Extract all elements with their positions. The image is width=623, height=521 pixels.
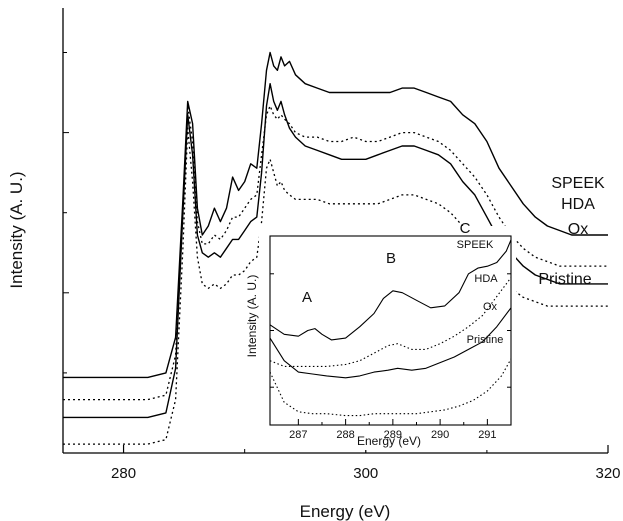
inset-peak-label-b: B: [386, 250, 396, 267]
main-series-hda-line: [63, 105, 608, 401]
inset-label-ox: Ox: [483, 301, 498, 313]
inset-y-axis-title: Intensity (A. U.): [245, 275, 259, 358]
main-y-axis-title: Intensity (A. U.): [7, 171, 26, 288]
main-plot-frame: [62, 8, 608, 454]
main-series-pristine-line: [63, 127, 608, 445]
inset-series-ox-line: [269, 307, 512, 379]
inset-label-speek: SPEEK: [457, 239, 494, 251]
inset-x-tick-label: 288: [336, 429, 354, 441]
inset-series-hda-line: [269, 277, 512, 367]
main-x-tick-label: 280: [111, 465, 136, 482]
inset-peak-label-a: A: [302, 289, 312, 306]
inset-background: [259, 226, 516, 450]
main-x-axis-title: Energy (eV): [300, 502, 391, 521]
main-label-hda: HDA: [561, 196, 595, 213]
main-curve-labels: SPEEK HDA Ox Pristine: [538, 175, 605, 288]
inset-label-hda: HDA: [474, 273, 498, 285]
inset-x-tick-label: 289: [384, 429, 402, 441]
inset-panel: [259, 226, 516, 450]
inset-label-pristine: Pristine: [467, 334, 504, 346]
inset-x-tick-label: 291: [478, 429, 496, 441]
inset-ticks: 287 288 289 290 291: [270, 273, 511, 441]
inset-series-speek-line: [269, 239, 512, 341]
main-x-tick-label: 300: [353, 465, 378, 482]
inset-curves: [269, 239, 512, 417]
main-label-speek: SPEEK: [551, 175, 605, 192]
inset-peak-label-c: C: [460, 220, 471, 237]
main-label-ox: Ox: [568, 221, 588, 238]
inset-x-axis-title: Energy (eV): [357, 434, 421, 448]
inset-x-tick-label: 290: [431, 429, 449, 441]
inset-labels: SPEEK HDA Ox Pristine A B C: [302, 220, 503, 346]
main-label-pristine: Pristine: [538, 271, 591, 288]
inset-x-tick-label: 287: [289, 429, 307, 441]
main-series-speek-line: [63, 51, 608, 379]
main-x-tick-label: 320: [595, 465, 620, 482]
